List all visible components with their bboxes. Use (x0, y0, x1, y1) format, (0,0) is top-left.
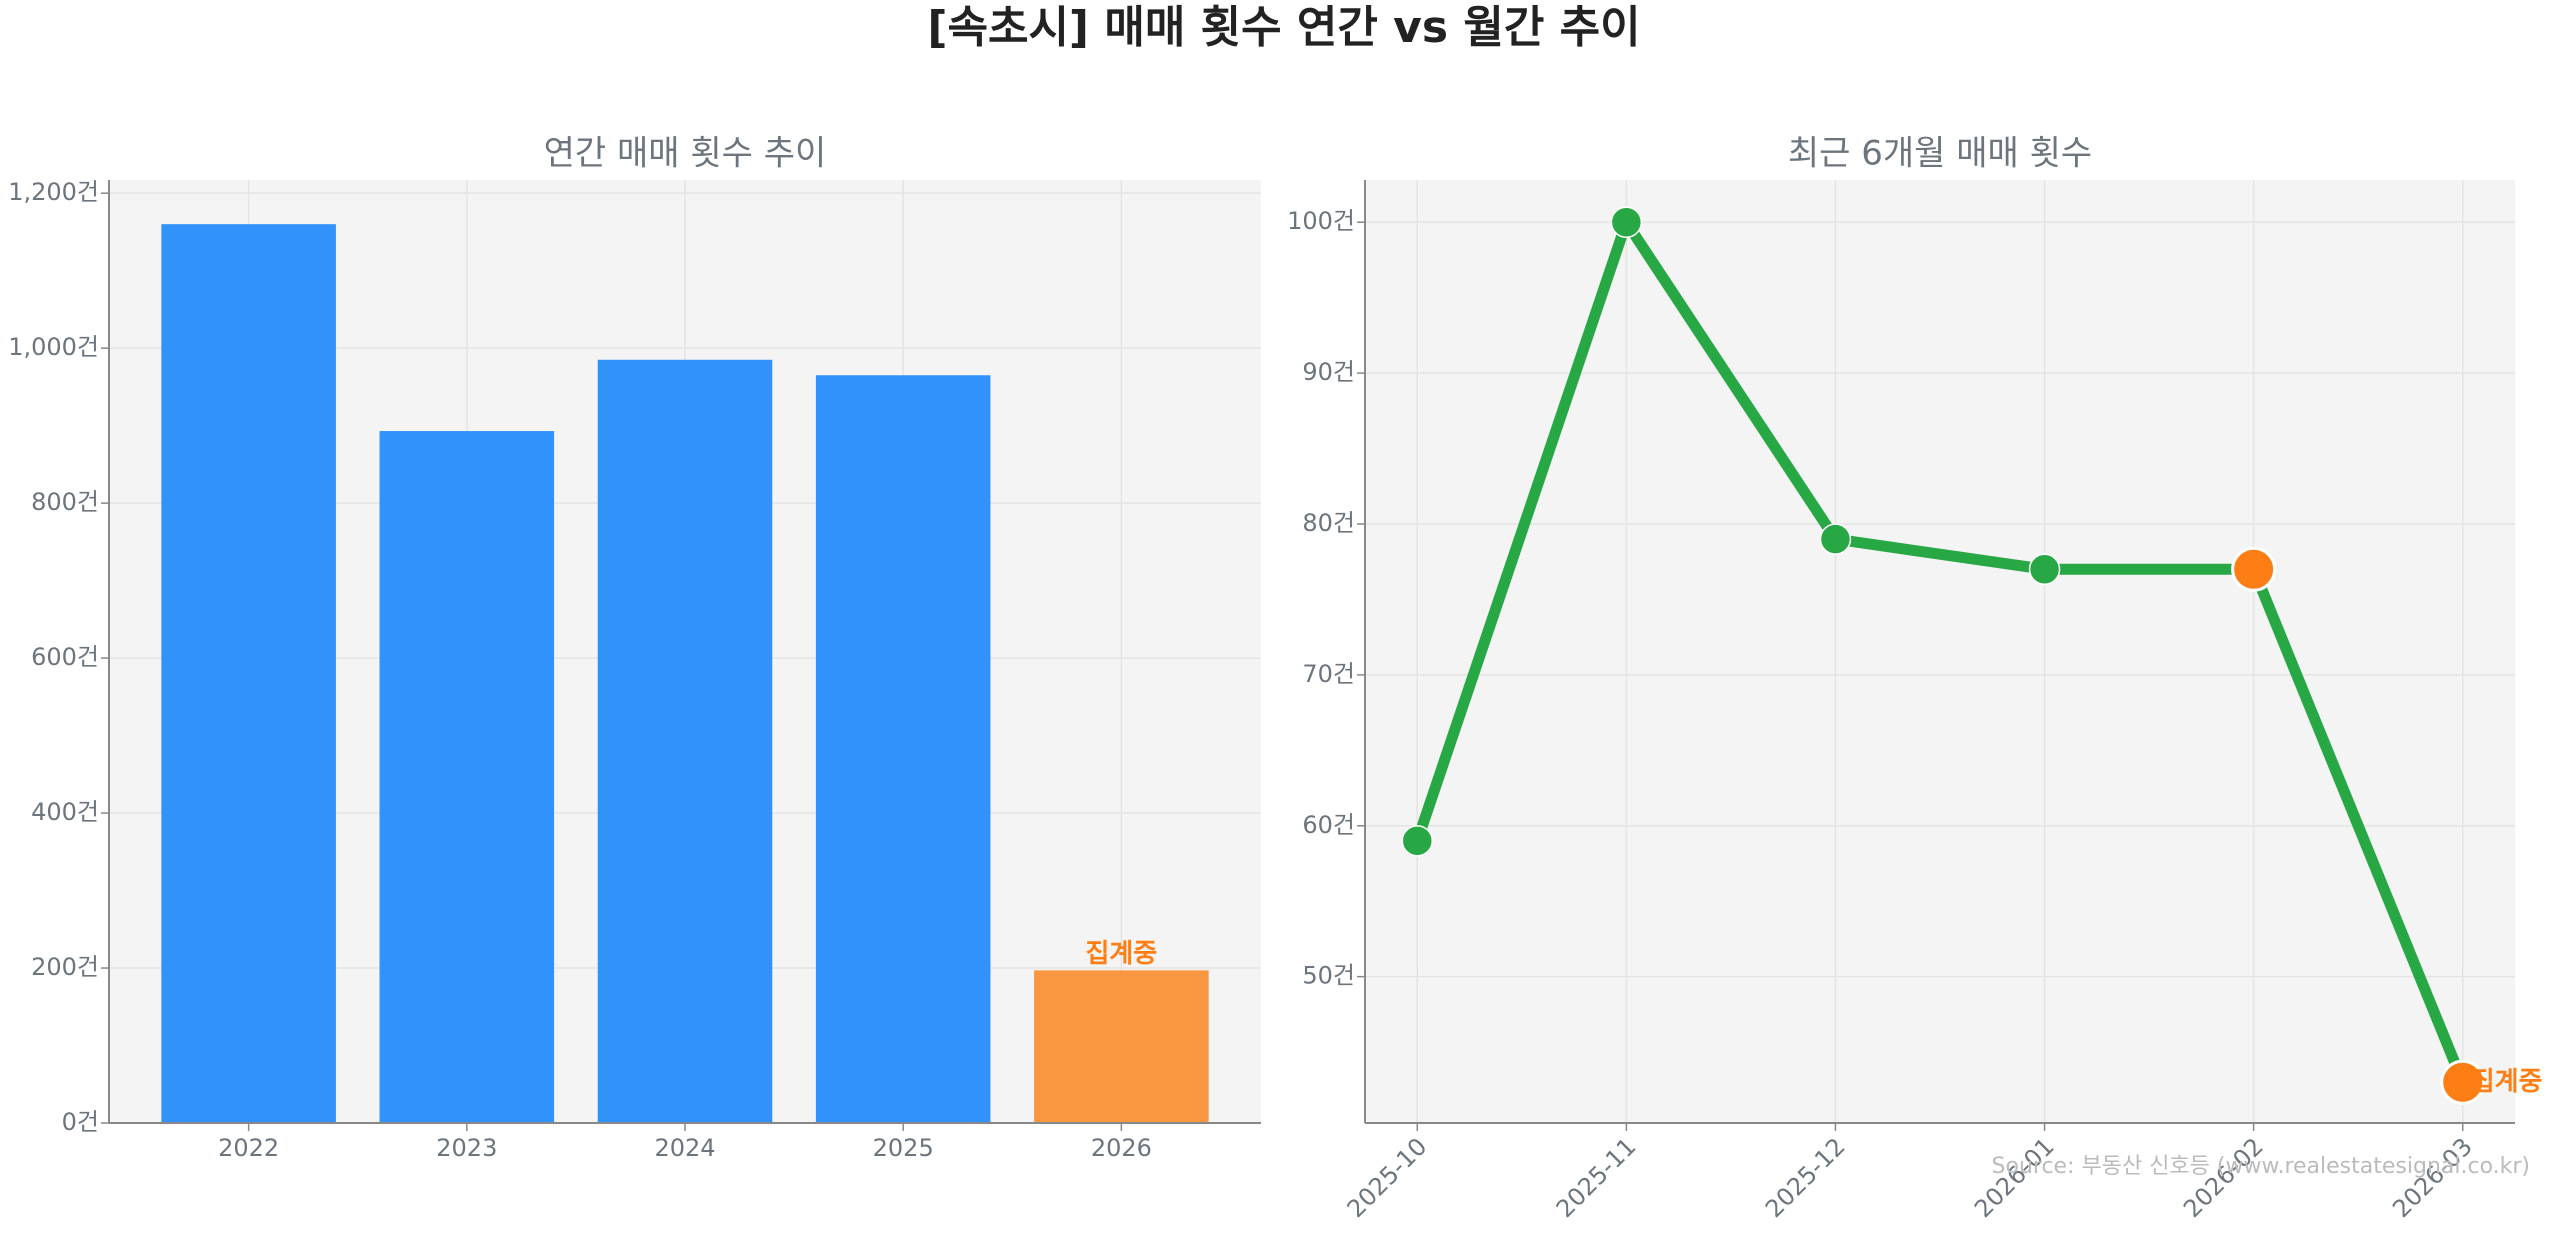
bar (1034, 970, 1209, 1123)
x-tick-label: 2022 (218, 1134, 279, 1162)
y-tick-label: 600건 (31, 643, 99, 671)
point (1610, 206, 1643, 238)
point (1819, 523, 1852, 555)
y-tick-label: 200건 (31, 953, 99, 981)
y-tick-label: 800건 (31, 488, 99, 516)
subplot-title: 연간 매매 횟수 추이 (544, 134, 827, 174)
y-tick-label: 60건 (1302, 811, 1355, 839)
x-tick-label: 2024 (654, 1134, 715, 1162)
figure-title: [속초시] 매매 횟수 연간 vs 월간 추이 (927, 2, 1640, 53)
y-tick-label: 80건 (1302, 509, 1355, 537)
bar (597, 359, 773, 1124)
x-tick-label: 2025-12 (1760, 1132, 1851, 1223)
annotation: 집계중 (2471, 1067, 2543, 1097)
y-tick-label: 70건 (1302, 660, 1355, 688)
bar (161, 224, 336, 1123)
x-tick-label: 2026 (1091, 1134, 1152, 1162)
y-tick-label: 1,200건 (8, 178, 99, 206)
x-tick-label: 2025-11 (1551, 1132, 1642, 1223)
y-tick-label: 100건 (1287, 207, 1355, 235)
line (1412, 216, 2468, 1085)
point (2440, 1059, 2486, 1105)
y-tick-label: 90건 (1302, 358, 1355, 386)
subplot-title: 최근 6개월 매매 횟수 (1788, 134, 2092, 174)
x-tick-label: 2025 (873, 1134, 934, 1162)
point (2231, 546, 2277, 592)
bar (815, 375, 991, 1123)
point (2028, 553, 2061, 586)
x-tick-label: 2023 (436, 1134, 497, 1162)
y-tick-label: 400건 (31, 798, 99, 826)
x-tick-label: 2025-10 (1342, 1132, 1433, 1223)
y-tick-label: 1,000건 (8, 333, 99, 361)
y-tick-label: 0건 (62, 1108, 99, 1136)
y-tick-label: 50건 (1302, 962, 1355, 990)
annotation: 집계중 (1085, 939, 1157, 969)
point (1401, 825, 1434, 857)
source-note: Source: 부동산 신호등 (www.realestatesignal.co… (1992, 1154, 2530, 1179)
plot-area (1365, 180, 2515, 1123)
bar (379, 431, 555, 1123)
